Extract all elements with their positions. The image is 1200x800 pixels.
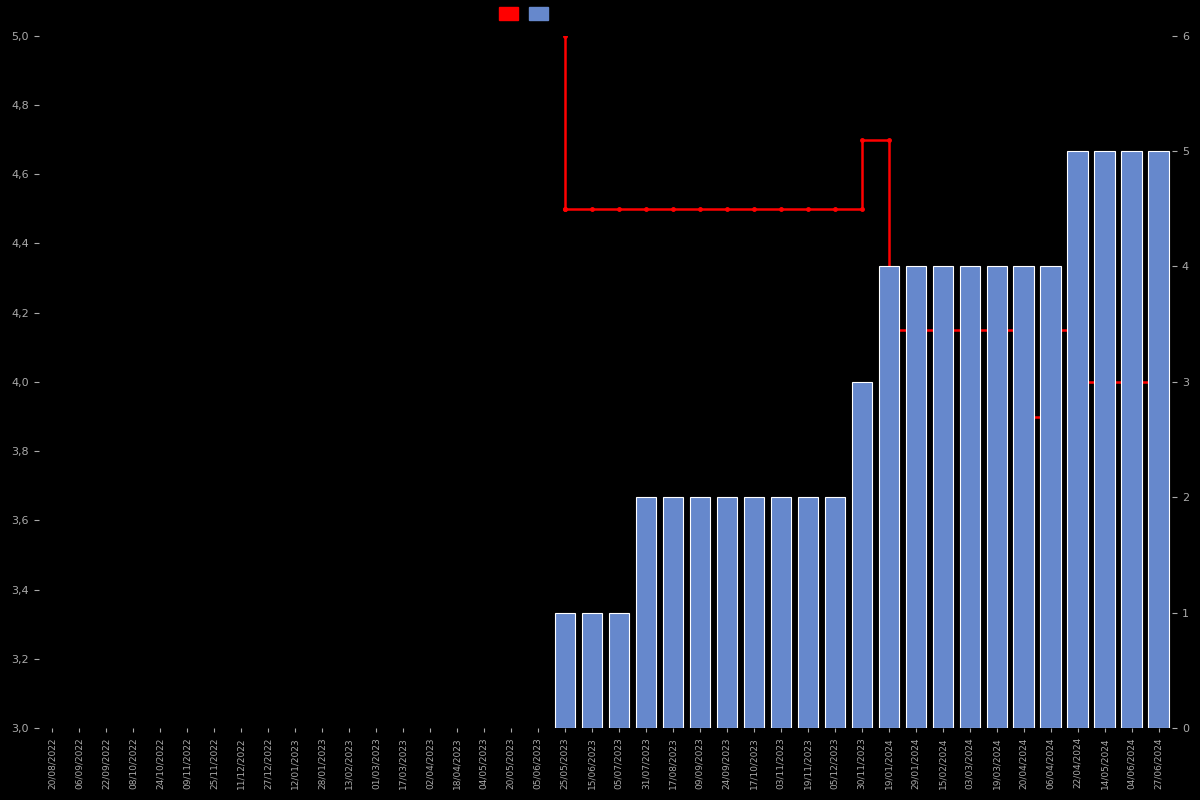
Bar xyxy=(824,498,845,728)
Bar xyxy=(554,613,575,728)
Bar xyxy=(1068,151,1087,728)
Bar xyxy=(852,382,872,728)
Bar xyxy=(582,613,602,728)
Bar xyxy=(1122,151,1141,728)
Bar xyxy=(608,613,629,728)
Bar xyxy=(662,498,683,728)
Bar xyxy=(770,498,791,728)
Bar xyxy=(798,498,818,728)
Bar xyxy=(960,266,979,728)
Bar xyxy=(906,266,925,728)
Bar xyxy=(636,498,656,728)
Bar xyxy=(1094,151,1115,728)
Bar xyxy=(1148,151,1169,728)
Bar xyxy=(690,498,710,728)
Bar xyxy=(1040,266,1061,728)
Bar xyxy=(1014,266,1033,728)
Bar xyxy=(878,266,899,728)
Bar xyxy=(744,498,764,728)
Legend: , : , xyxy=(499,7,553,21)
Bar xyxy=(932,266,953,728)
Bar xyxy=(986,266,1007,728)
Bar xyxy=(716,498,737,728)
